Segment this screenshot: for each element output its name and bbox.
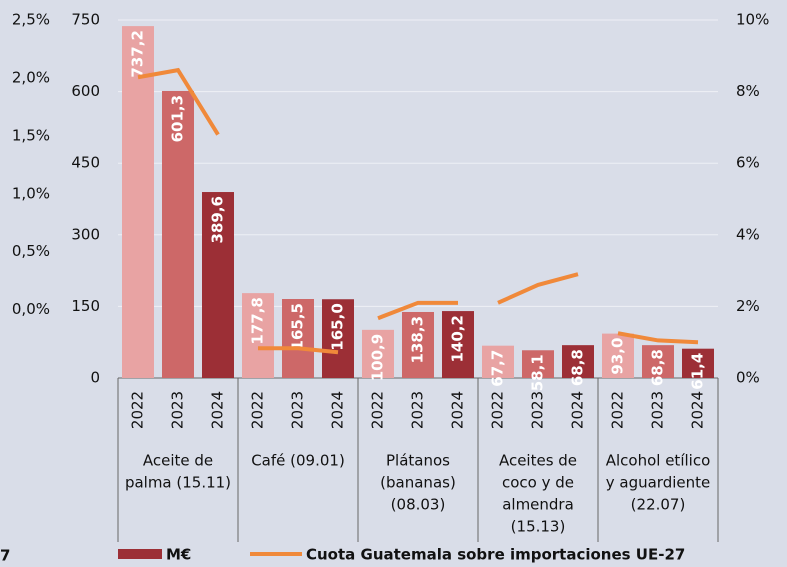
x-tick-label: 2024 [209,391,227,429]
x-tick-label: 2023 [289,391,307,429]
group-label: almendra [502,496,574,514]
y-tick-label: 600 [71,82,100,100]
bar-value-label: 737,2 [129,30,147,77]
group-label: Plátanos [386,452,450,470]
bar [362,329,394,378]
bar [562,345,594,378]
group-label: Alcohol etílico [606,452,711,470]
x-tick-label: 2023 [409,391,427,429]
bar-value-label: 165,0 [329,303,347,350]
legend-label: Cuota Guatemala sobre importaciones UE-2… [306,546,685,564]
y-tick-label: 150 [71,297,100,315]
x-tick-label: 2024 [569,391,587,429]
bar-value-label: 177,8 [249,297,267,344]
y2-tick-label: 0% [736,369,760,387]
bar [122,26,154,379]
group-label: (15.13) [511,518,566,536]
y3-tick-label: 2,5% [12,11,50,29]
y3-tick-label: 1,5% [12,126,50,144]
bar-value-label: 67,7 [489,350,507,387]
bar-value-label: 389,6 [209,196,227,243]
y-tick-label: 450 [71,154,100,172]
x-tick-label: 2022 [489,391,507,429]
group-label: Café (09.01) [251,452,345,470]
group-label: (bananas) [380,474,456,492]
bar [282,299,314,378]
y-tick-label: 750 [71,11,100,29]
y2-tick-label: 8% [736,82,760,100]
group-label: y aguardiente [606,474,711,492]
bar-value-label: 601,3 [169,95,187,142]
y3-tick-label: 0,5% [12,242,50,260]
x-tick-label: 2022 [369,391,387,429]
bar-value-label: 100,9 [369,334,387,381]
x-tick-label: 2022 [129,391,147,429]
bar [682,348,714,378]
x-tick-label: 2022 [249,391,267,429]
legend-swatch [118,549,162,559]
group-label: coco y de [502,474,574,492]
bar [322,299,354,378]
bar-value-label: 68,8 [649,349,667,386]
note: 7 [0,547,10,565]
x-tick-label: 2023 [649,391,667,429]
y2-tick-label: 6% [736,154,760,172]
x-tick-label: 2022 [609,391,627,429]
group-label: Aceites de [499,452,577,470]
x-tick-label: 2024 [689,391,707,429]
y3-tick-label: 2,0% [12,68,50,86]
bar [402,311,434,378]
share-line [497,272,579,305]
y-tick-label: 300 [71,225,100,243]
bar [642,345,674,378]
x-tick-label: 2023 [529,391,547,429]
share-line [617,331,699,345]
x-tick-label: 2024 [329,391,347,429]
y2-tick-label: 10% [736,11,769,29]
bar [162,90,194,379]
bar-value-label: 68,8 [569,349,587,386]
bar [602,333,634,378]
y-tick-label: 0 [90,369,100,387]
x-tick-label: 2024 [449,391,467,429]
bar-value-label: 61,4 [689,353,707,390]
group-label: Aceite de [143,452,213,470]
bar-value-label: 165,5 [289,303,307,350]
y3-tick-label: 1,0% [12,184,50,202]
y2-tick-label: 2% [736,297,760,315]
bar [242,293,274,378]
x-tick-label: 2023 [169,391,187,429]
bar [442,311,474,378]
group-label: (08.03) [391,496,446,514]
bar-value-label: 138,3 [409,316,427,363]
group-label: palma (15.11) [125,474,231,492]
bar [522,350,554,378]
y3-tick-label: 0,0% [12,300,50,318]
bar-value-label: 140,2 [449,315,467,362]
bar [202,192,234,378]
bar-value-label: 58,1 [529,354,547,391]
share-line [377,300,458,321]
share-line [137,67,220,136]
share-line [258,346,339,355]
y2-tick-label: 4% [736,225,760,243]
legend-label: M€ [166,546,191,564]
group-label: (22.07) [631,496,686,514]
bar [482,345,514,378]
bar-value-label: 93,0 [609,338,627,375]
